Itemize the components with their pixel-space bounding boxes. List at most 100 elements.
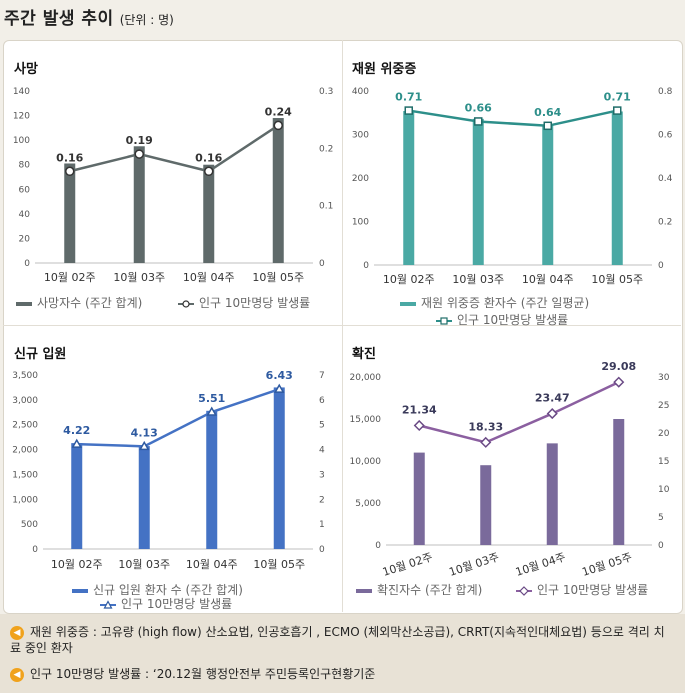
y-left-tick-label: 400 bbox=[352, 87, 369, 97]
rate-data-label: 0.71 bbox=[604, 91, 631, 104]
rate-data-label: 29.08 bbox=[601, 360, 636, 373]
vertical-divider bbox=[342, 40, 343, 612]
x-tick-label: 10월 04주 bbox=[522, 273, 574, 286]
y-right-tick-label: 15 bbox=[658, 457, 669, 467]
legend-bar-swatch bbox=[400, 302, 416, 306]
y-right-tick-label: 30 bbox=[658, 373, 670, 383]
y-left-tick-label: 0 bbox=[363, 261, 369, 271]
rate-marker bbox=[613, 106, 622, 115]
y-right-tick-label: 20 bbox=[658, 429, 670, 439]
y-left-tick-label: 2,500 bbox=[12, 421, 38, 431]
legend-line-label: 인구 10만명당 발생률 bbox=[457, 313, 568, 327]
unit-label: (단위 : 명) bbox=[119, 13, 174, 27]
chart-title-deaths: 사망 bbox=[14, 62, 38, 77]
rate-data-label: 4.22 bbox=[63, 424, 90, 437]
horizontal-divider bbox=[3, 325, 681, 326]
rate-line bbox=[418, 381, 620, 444]
bar bbox=[272, 118, 284, 264]
y-right-tick-label: 5 bbox=[319, 421, 325, 431]
bar bbox=[480, 465, 492, 545]
chart-title-confirmed: 확진 bbox=[352, 347, 376, 362]
x-tick-label: 10월 02주 bbox=[381, 550, 434, 578]
bar bbox=[203, 164, 215, 263]
bar bbox=[133, 146, 145, 263]
x-tick-label: 10월 04주 bbox=[183, 271, 235, 284]
rate-data-label: 23.47 bbox=[535, 392, 570, 405]
x-tick-label: 10월 02주 bbox=[383, 273, 435, 286]
rate-line bbox=[76, 387, 280, 448]
x-tick-label: 10월 03주 bbox=[113, 271, 165, 284]
x-tick-label: 10월 05주 bbox=[591, 273, 643, 286]
y-right-tick-label: 4 bbox=[319, 446, 325, 456]
legend-bar-label: 신규 입원 환자 수 (주간 합계) bbox=[93, 583, 243, 597]
chart-title-admissions: 신규 입원 bbox=[14, 347, 67, 362]
rate-data-label: 6.43 bbox=[266, 369, 293, 382]
rate-marker bbox=[474, 117, 483, 126]
bar bbox=[64, 163, 76, 263]
y-right-tick-label: 0.2 bbox=[319, 144, 333, 154]
x-tick-label: 10월 04주 bbox=[514, 550, 567, 578]
y-left-tick-label: 40 bbox=[19, 210, 31, 220]
rate-data-label: 21.34 bbox=[402, 403, 437, 416]
y-left-tick-label: 3,500 bbox=[12, 371, 38, 381]
y-right-tick-label: 7 bbox=[319, 371, 325, 381]
x-tick-label: 10월 04주 bbox=[186, 558, 238, 571]
legend-bar-swatch bbox=[72, 589, 88, 593]
x-tick-label: 10월 03주 bbox=[447, 550, 500, 578]
rate-marker bbox=[71, 438, 83, 448]
rate-data-label: 18.33 bbox=[468, 420, 503, 433]
y-left-tick-label: 3,000 bbox=[12, 396, 38, 406]
note-rate: ◀ 인구 10만명당 발생률 : ‘20.12월 행정안전부 주민등록인구현황기준 bbox=[10, 666, 375, 682]
bar bbox=[71, 443, 83, 549]
y-left-tick-label: 10,000 bbox=[350, 457, 382, 467]
rate-marker bbox=[273, 120, 283, 131]
rate-marker bbox=[546, 408, 558, 420]
y-left-tick-label: 140 bbox=[13, 87, 30, 97]
chart-title-severe: 재원 위중증 bbox=[352, 62, 417, 77]
x-tick-label: 10월 03주 bbox=[452, 273, 504, 286]
y-left-tick-label: 100 bbox=[352, 218, 369, 228]
y-left-tick-label: 100 bbox=[13, 136, 30, 146]
y-left-tick-label: 80 bbox=[19, 161, 31, 171]
rate-line bbox=[69, 124, 279, 173]
y-right-tick-label: 0.8 bbox=[658, 87, 673, 97]
y-right-tick-label: 0.6 bbox=[658, 131, 673, 141]
y-right-tick-label: 3 bbox=[319, 470, 325, 480]
y-left-tick-label: 300 bbox=[352, 131, 369, 141]
bar bbox=[403, 111, 415, 265]
legend-marker bbox=[519, 586, 529, 596]
page-title-text: 주간 발생 추이 bbox=[4, 9, 114, 29]
speaker-icon: ◀ bbox=[10, 667, 24, 682]
rate-data-label: 0.71 bbox=[395, 91, 422, 104]
legend-bar-label: 확진자수 (주간 합계) bbox=[377, 583, 482, 597]
note-severe-text: 재원 위중증 : 고유량 (high flow) 산소요법, 인공호흡기 , E… bbox=[10, 625, 665, 655]
y-left-tick-label: 0 bbox=[24, 259, 30, 269]
y-right-tick-label: 0.3 bbox=[319, 87, 333, 97]
x-tick-label: 10월 02주 bbox=[51, 558, 103, 571]
legend-bar-swatch bbox=[16, 302, 32, 306]
y-right-tick-label: 5 bbox=[658, 513, 664, 523]
rate-data-label: 4.13 bbox=[131, 426, 158, 439]
notes-box: ◀ 재원 위중증 : 고유량 (high flow) 산소요법, 인공호흡기 , … bbox=[0, 614, 685, 693]
y-right-tick-label: 25 bbox=[658, 401, 669, 411]
y-right-tick-label: 6 bbox=[319, 396, 325, 406]
legend-bar-label: 사망자수 (주간 합계) bbox=[37, 296, 142, 310]
y-left-tick-label: 500 bbox=[21, 520, 38, 530]
legend-marker bbox=[103, 600, 113, 609]
rate-data-label: 0.16 bbox=[195, 151, 222, 164]
bar bbox=[138, 446, 150, 549]
y-left-tick-label: 5,000 bbox=[355, 499, 381, 509]
y-right-tick-label: 0 bbox=[319, 259, 325, 269]
bar bbox=[613, 419, 625, 545]
legend-line-label: 인구 10만명당 발생률 bbox=[199, 296, 310, 310]
x-tick-label: 10월 02주 bbox=[44, 271, 96, 284]
y-right-tick-label: 0 bbox=[658, 541, 664, 551]
legend-bar-swatch bbox=[356, 589, 372, 593]
y-left-tick-label: 0 bbox=[375, 541, 381, 551]
y-right-tick-label: 1 bbox=[319, 520, 325, 530]
page-title: 주간 발생 추이 (단위 : 명) bbox=[4, 4, 174, 32]
x-tick-label: 10월 05주 bbox=[253, 558, 305, 571]
rate-data-label: 0.16 bbox=[56, 151, 83, 164]
